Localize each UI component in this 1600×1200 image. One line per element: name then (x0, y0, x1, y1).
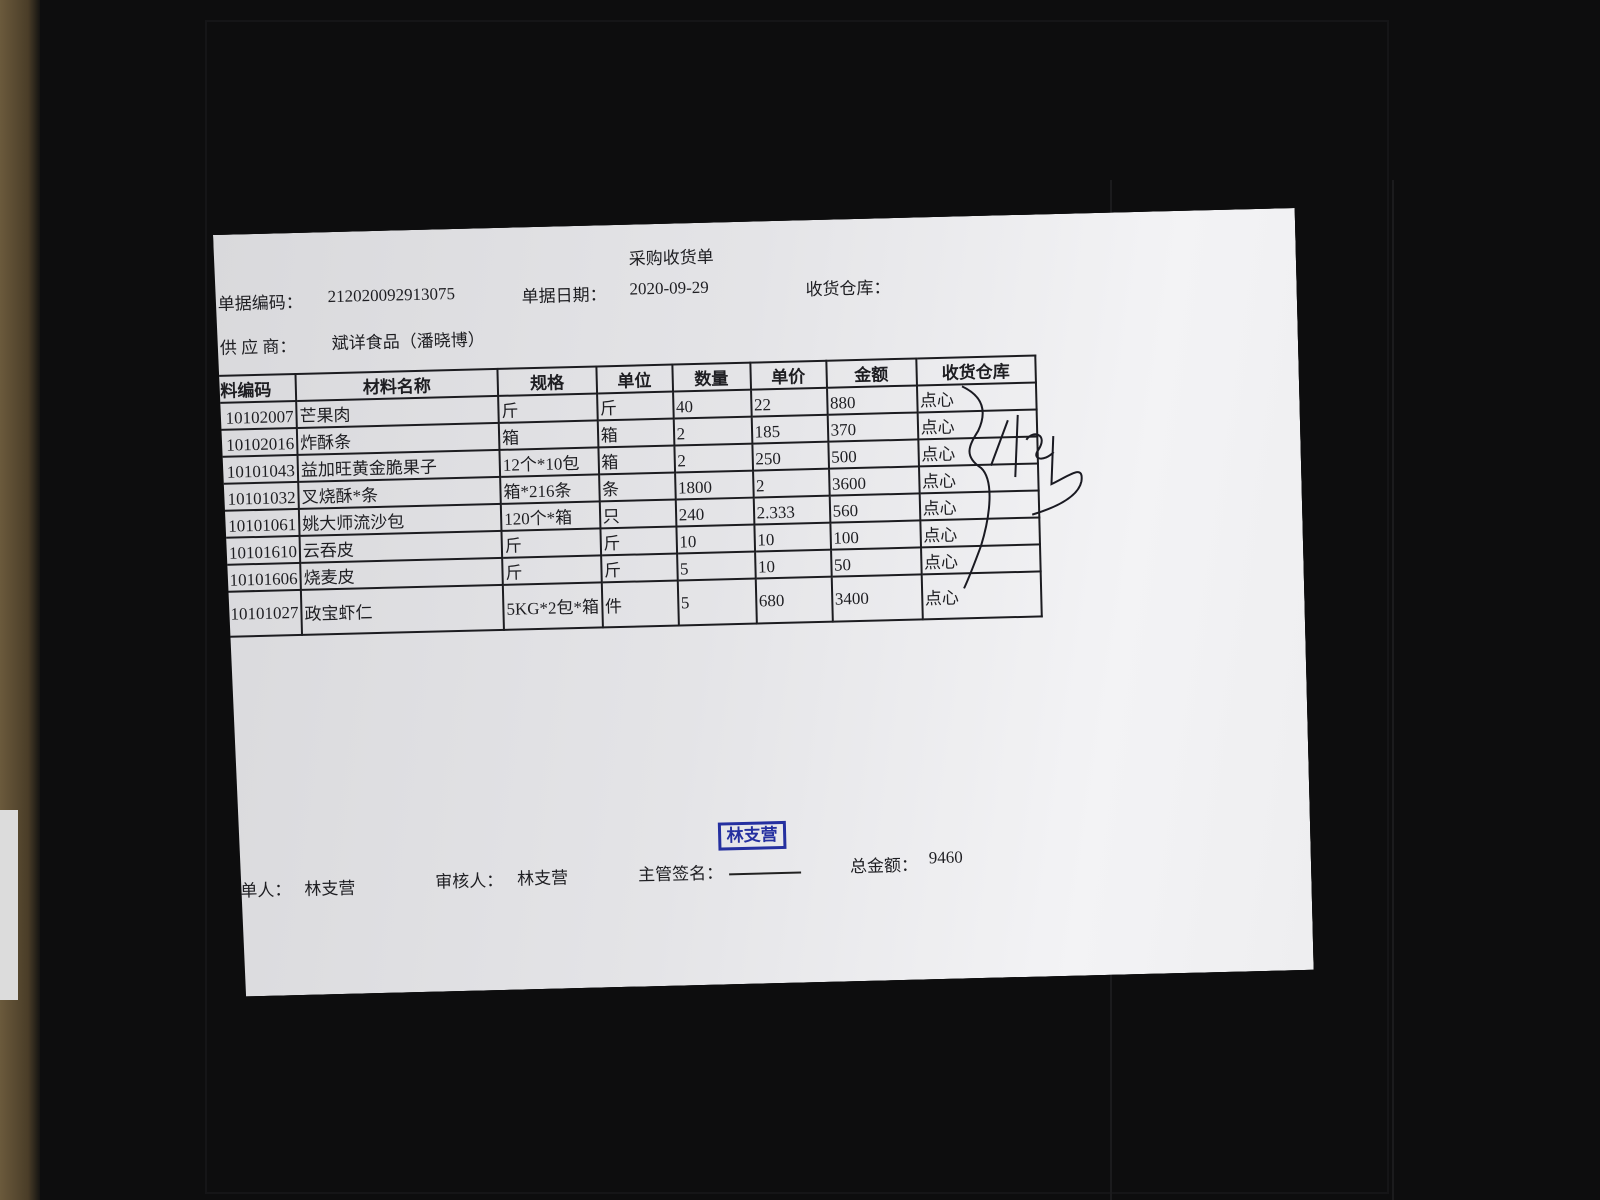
reviewer: 林支营 (516, 868, 569, 889)
supervisor-label: 主管签名： (637, 863, 724, 885)
maker-label: 单人： (240, 880, 292, 901)
total-amount: 9460 (928, 847, 963, 868)
background-frame (205, 20, 1389, 1194)
maker: 林支营 (304, 878, 356, 899)
approval-stamp: 林支营 (718, 821, 787, 851)
supervisor-signature-field: 主管签名： (638, 857, 802, 886)
total-label: 总金额： (849, 855, 919, 877)
reviewer-label: 审核人： (434, 870, 504, 892)
wood-surface (0, 0, 40, 1200)
receipt-paper: 采购收货单 单据编码： 212020092913075 单据日期： 2020-0… (213, 208, 1314, 997)
side-paper (0, 810, 18, 1000)
handwritten-signature (213, 208, 1314, 997)
signature-line (729, 872, 801, 876)
